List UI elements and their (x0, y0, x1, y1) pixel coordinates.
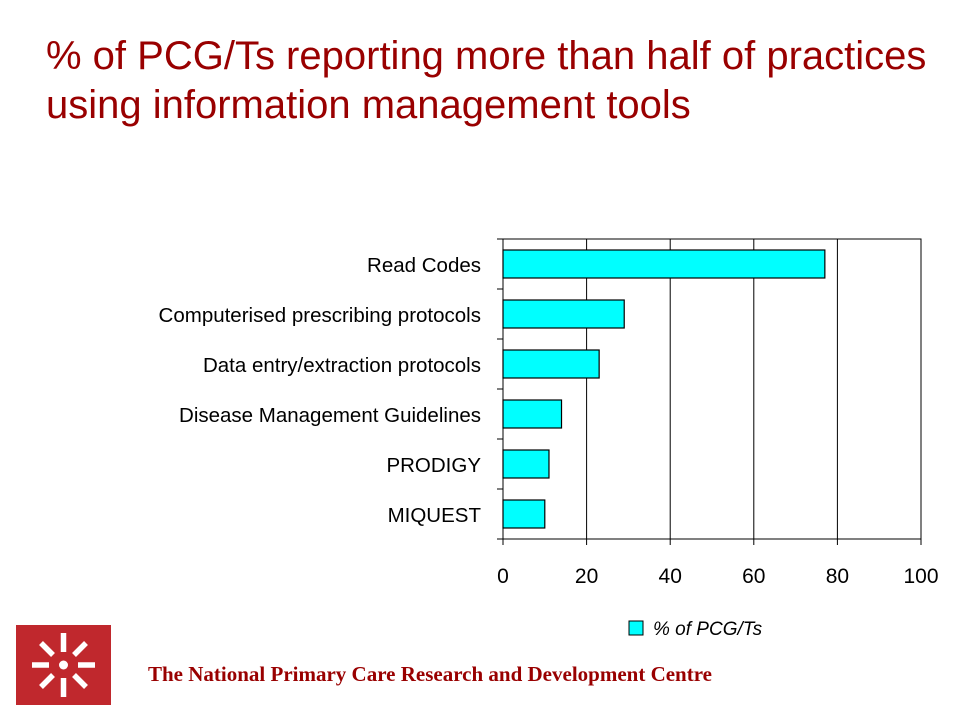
legend-swatch (628, 620, 644, 636)
bar (502, 249, 826, 279)
x-tick-label: 80 (826, 565, 849, 588)
bar (502, 299, 625, 329)
legend-label: % of PCG/Ts (653, 619, 763, 640)
x-tick-label: 20 (575, 565, 598, 588)
x-tick-label: 60 (742, 565, 765, 588)
x-tick-label: 40 (659, 565, 682, 588)
bar (502, 499, 546, 529)
category-label: Read Codes (367, 254, 481, 277)
category-label: PRODIGY (386, 454, 481, 477)
footer-organization: The National Primary Care Research and D… (148, 662, 712, 686)
plot-border (502, 238, 922, 540)
x-tick-label: 100 (903, 565, 938, 588)
axes (497, 238, 922, 545)
category-label: Disease Management Guidelines (179, 404, 481, 427)
bar (502, 399, 563, 429)
category-labels: Read Codes Computerised prescribing proto… (159, 254, 482, 527)
bar (502, 349, 600, 379)
slide-title: % of PCG/Ts reporting more than half of … (46, 34, 927, 127)
bars (502, 249, 826, 529)
category-label: Data entry/extraction protocols (203, 354, 481, 377)
category-label: Computerised prescribing protocols (159, 304, 481, 327)
category-label: MIQUEST (388, 504, 482, 527)
spark-logo-icon (16, 625, 111, 705)
bar (502, 449, 550, 479)
legend: % of PCG/Ts (628, 619, 763, 640)
x-tick-labels: 0 20 40 60 80 100 (497, 565, 938, 588)
x-tick-label: 0 (497, 565, 509, 588)
gridlines (586, 239, 838, 539)
